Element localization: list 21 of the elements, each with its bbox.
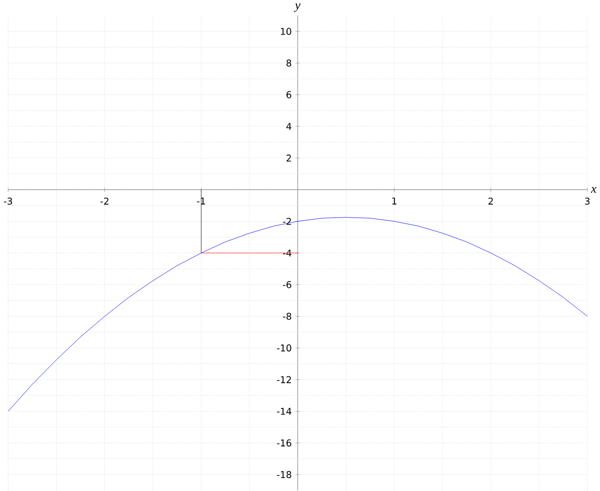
y-tick-label: -4 [282, 250, 292, 257]
y-tick-label: -12 [277, 376, 291, 384]
y-tick-label: 6 [286, 91, 292, 98]
x-tick-label: 1 [392, 198, 396, 205]
x-tick-label: -3 [4, 198, 12, 205]
y-tick-label: 10 [280, 28, 292, 36]
x-tick-label: 3 [585, 198, 590, 205]
y-axis-title: y [294, 4, 301, 12]
x-axis-title: x [590, 187, 596, 193]
y-tick-label: -18 [277, 471, 292, 478]
y-tick-label: 2 [286, 154, 291, 162]
y-tick-label: -16 [277, 440, 292, 447]
y-tick-label: 8 [286, 60, 292, 67]
x-tick-label: 2 [488, 198, 493, 205]
y-tick-label: -14 [277, 408, 292, 415]
x-tick-label: -2 [100, 198, 108, 205]
y-tick-label: -8 [282, 312, 292, 320]
y-tick-label: -6 [282, 281, 292, 288]
y-tick-label: -10 [277, 344, 292, 352]
y-tick-label: -2 [282, 218, 291, 225]
y-tick-label: 4 [286, 123, 292, 130]
